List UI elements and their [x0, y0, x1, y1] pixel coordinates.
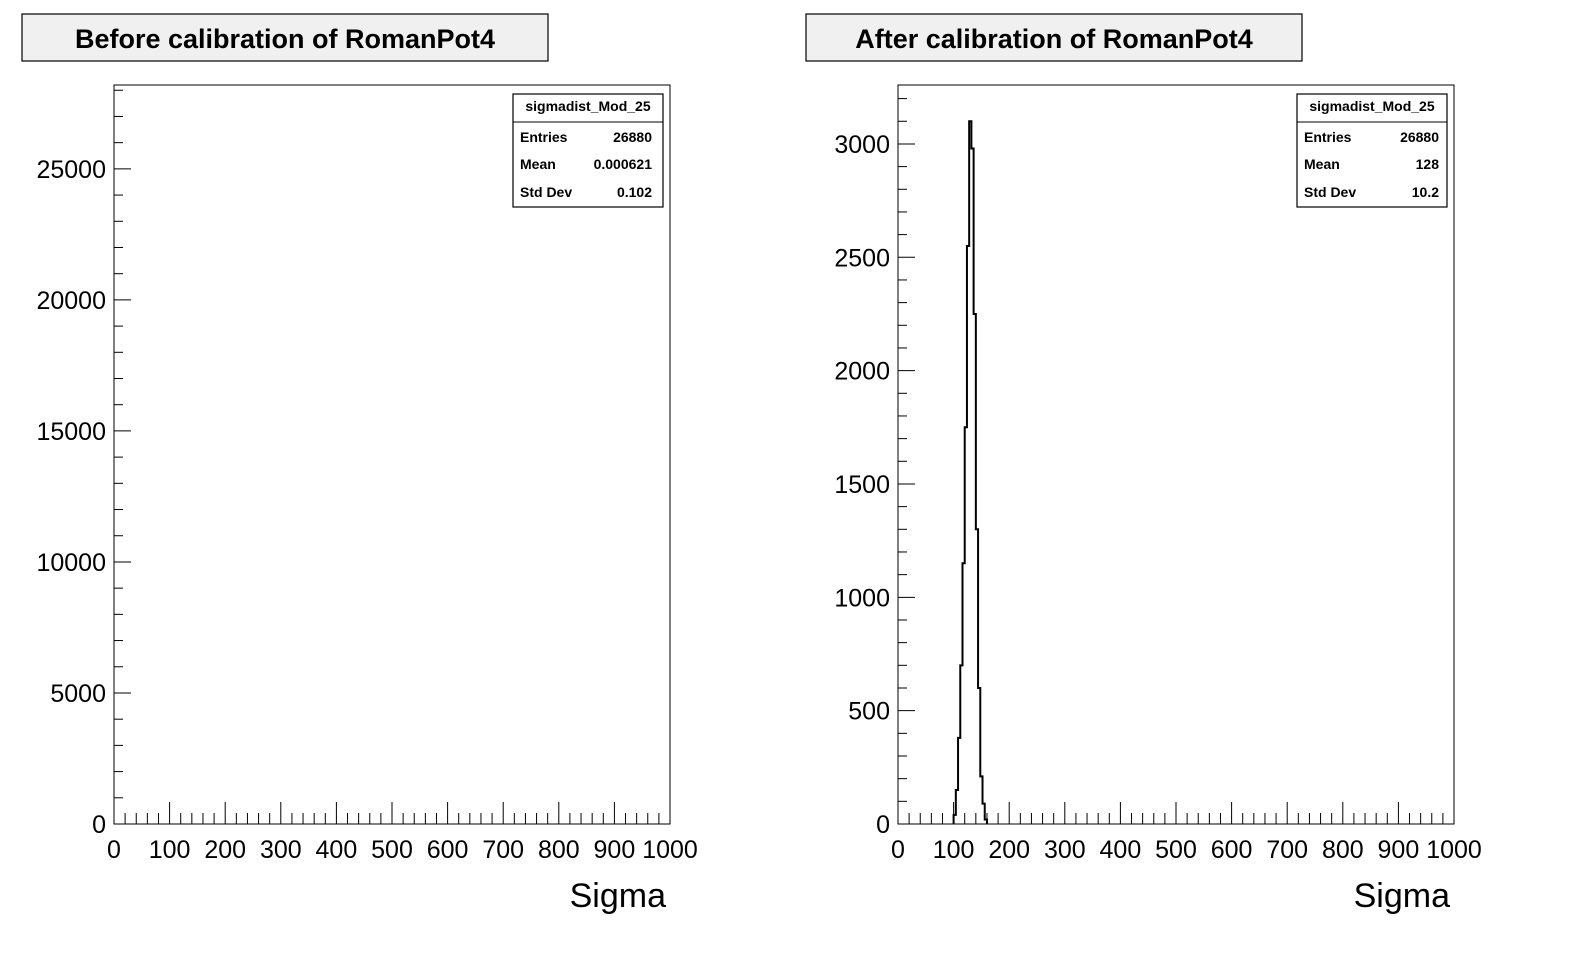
chart-title: After calibration of RomanPot4 — [855, 24, 1253, 54]
stats-stddev-label: Std Dev — [520, 184, 572, 200]
y-tick-label: 10000 — [36, 549, 106, 577]
x-tick-label: 0 — [891, 836, 905, 864]
x-tick-label: 200 — [988, 836, 1030, 864]
y-tick-label: 15000 — [36, 418, 106, 446]
y-tick-label: 1500 — [834, 471, 890, 499]
stats-histogram-name: sigmadist_Mod_25 — [1309, 98, 1434, 114]
x-tick-label: 300 — [260, 836, 302, 864]
x-axis-title: Sigma — [1354, 877, 1450, 915]
title-box — [805, 13, 1303, 62]
stats-stddev-value: 0.102 — [617, 184, 652, 200]
x-tick-label: 200 — [204, 836, 246, 864]
y-tick-label: 1000 — [834, 584, 890, 612]
stats-stddev-label: Std Dev — [1304, 184, 1356, 200]
stats-box: sigmadist_Mod_25 Entries 26880 Mean 0.00… — [512, 93, 664, 208]
y-tick-label: 0 — [876, 811, 890, 839]
x-tick-labels: 0 100 200 300 400 500 600 700 800 900 1000 — [107, 836, 698, 864]
plot-frame — [113, 84, 671, 825]
x-axis-ticks — [897, 802, 1455, 824]
x-tick-label: 300 — [1044, 836, 1086, 864]
stats-mean-value: 0.000621 — [594, 156, 653, 172]
stats-box-frame — [1296, 93, 1448, 208]
y-tick-label: 2000 — [834, 358, 890, 386]
x-axis-ticks — [113, 802, 671, 824]
y-tick-label: 2500 — [834, 244, 890, 272]
stats-mean-value: 128 — [1416, 156, 1440, 172]
x-tick-label: 700 — [482, 836, 524, 864]
x-tick-label: 600 — [1211, 836, 1253, 864]
stats-mean-label: Mean — [520, 156, 556, 172]
title-box — [21, 13, 549, 62]
x-tick-label: 1000 — [1426, 836, 1482, 864]
x-axis-title: Sigma — [570, 877, 666, 915]
x-tick-label: 900 — [1378, 836, 1420, 864]
x-tick-label: 800 — [538, 836, 580, 864]
stats-mean-label: Mean — [1304, 156, 1340, 172]
y-tick-label: 0 — [92, 811, 106, 839]
x-tick-label: 100 — [149, 836, 191, 864]
stats-box: sigmadist_Mod_25 Entries 26880 Mean 128 … — [1296, 93, 1448, 208]
y-tick-label: 20000 — [36, 287, 106, 315]
x-tick-label: 700 — [1266, 836, 1308, 864]
y-axis-ticks — [898, 98, 915, 825]
y-tick-label: 3000 — [834, 131, 890, 159]
plot-frame — [897, 84, 1455, 825]
x-tick-label: 100 — [933, 836, 975, 864]
y-tick-labels: 0 500 1000 1500 2000 2500 3000 — [834, 131, 890, 839]
before-calibration-panel: Before calibration of RomanPot4 0 100 200 3… — [21, 13, 698, 915]
x-tick-label: 0 — [107, 836, 121, 864]
stats-stddev-value: 10.2 — [1412, 184, 1439, 200]
histogram-line — [952, 120, 988, 824]
x-tick-label: 900 — [594, 836, 636, 864]
stats-entries-value: 26880 — [613, 129, 652, 145]
y-tick-label: 5000 — [50, 680, 106, 708]
x-tick-label: 500 — [1155, 836, 1197, 864]
after-calibration-panel: After calibration of RomanPot4 0 100 200 30… — [805, 13, 1482, 915]
y-tick-label: 25000 — [36, 156, 106, 184]
x-tick-label: 400 — [316, 836, 358, 864]
y-axis-ticks — [114, 89, 131, 825]
x-tick-labels: 0 100 200 300 400 500 600 700 800 900 1000 — [891, 836, 1482, 864]
chart-title: Before calibration of RomanPot4 — [75, 24, 495, 54]
stats-box-frame — [512, 93, 664, 208]
stats-entries-value: 26880 — [1400, 129, 1439, 145]
x-tick-label: 400 — [1100, 836, 1142, 864]
stats-entries-label: Entries — [520, 129, 568, 145]
stats-entries-label: Entries — [1304, 129, 1352, 145]
y-tick-label: 500 — [848, 698, 890, 726]
x-tick-label: 600 — [427, 836, 469, 864]
x-tick-label: 800 — [1322, 836, 1364, 864]
x-tick-label: 1000 — [642, 836, 698, 864]
stats-histogram-name: sigmadist_Mod_25 — [525, 98, 650, 114]
x-tick-label: 500 — [371, 836, 413, 864]
y-tick-labels: 0 5000 10000 15000 20000 25000 — [36, 156, 106, 839]
